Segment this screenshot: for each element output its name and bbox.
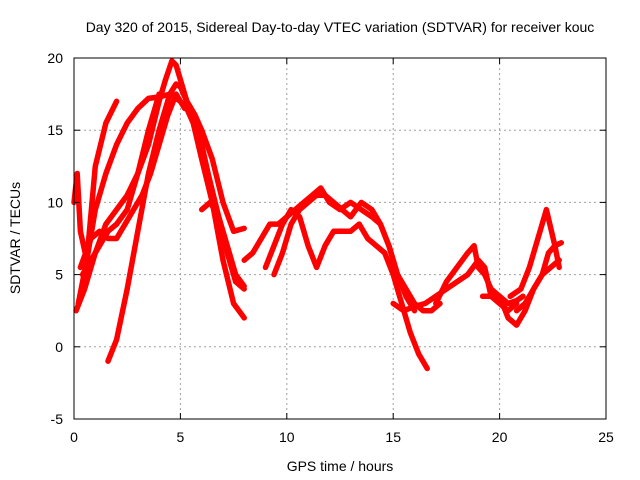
x-tick-label: 0 [70,429,78,445]
chart-title: Day 320 of 2015, Sidereal Day-to-day VTE… [86,19,595,35]
y-tick-label: -5 [51,411,64,427]
plot-frame [73,57,607,420]
x-tick-label: 25 [598,429,614,445]
y-tick-label: 15 [47,122,63,138]
series-track-15 [513,257,562,314]
y-tick-label: 0 [55,339,63,355]
x-tick-label: 20 [492,429,508,445]
x-tick-label: 15 [385,429,401,445]
y-axis-label: SDTVAR / TECUs [7,182,23,294]
series-track-7 [198,199,247,289]
axes: 0 5 10 15 20 25 -5 0 5 10 15 20 [47,50,614,445]
x-tick-label: 10 [279,429,295,445]
series-track-6 [79,91,162,278]
series-track-2 [73,58,247,314]
grid [74,58,606,419]
x-tick-label: 5 [177,429,185,445]
series-layer [71,58,565,372]
x-axis-label: GPS time / hours [287,458,394,474]
series-track-5 [77,91,188,271]
series-track-14 [507,206,562,300]
y-tick-label: 20 [47,50,63,66]
y-tick-label: 10 [47,194,63,210]
series-track-12 [433,242,526,307]
y-tick-label: 5 [55,267,63,283]
series-track-13 [479,240,565,328]
series-track-9 [262,206,430,372]
series-track-11 [390,257,520,314]
series-track-10 [271,192,443,314]
